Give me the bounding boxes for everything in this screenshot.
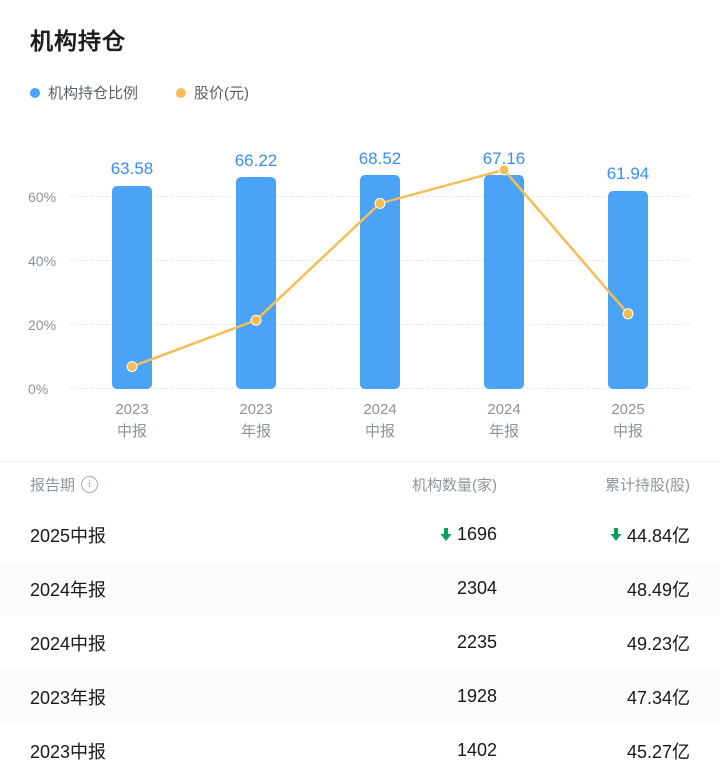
- y-axis-tick-label: 40%: [28, 253, 57, 269]
- holdings-bar[interactable]: [236, 177, 276, 389]
- bar-column: 63.58: [70, 149, 194, 389]
- holdings-bar[interactable]: [360, 175, 400, 389]
- legend: 机构持仓比例 股价(元): [0, 56, 720, 103]
- x-axis-label: 2024 年报: [487, 401, 521, 440]
- report-period-cell: 2023中报: [30, 741, 107, 762]
- legend-dot-icon: [176, 87, 187, 98]
- report-period-cell: 2024中报: [30, 633, 107, 654]
- y-axis-tick-label: 20%: [28, 317, 57, 333]
- institution-count-cell: 2235: [456, 632, 497, 652]
- bar-column: 68.52: [318, 149, 442, 389]
- institution-count-cell: 2304: [456, 578, 497, 598]
- institution-count-cell: 1928: [456, 686, 497, 706]
- legend-dot-icon: [30, 87, 40, 98]
- legend-item-label: 股价(元): [194, 85, 250, 102]
- cumulative-shares-cell: 48.49亿: [626, 579, 690, 600]
- info-icon[interactable]: i: [81, 476, 99, 493]
- chart-plot: 0% 20% 40% 60% 63.58 66.22 68.52 67.16 61.94: [28, 149, 690, 396]
- bar-value-label: 66.22: [234, 150, 278, 170]
- legend-item-0[interactable]: 机构持仓比例: [30, 82, 138, 103]
- table-header-period: 报告期 i: [30, 474, 297, 495]
- bar-value-label: 67.16: [482, 149, 526, 168]
- report-period-cell: 2024年报: [30, 579, 107, 600]
- table-header-row: 报告期 i 机构数量(家) 累计持股(股): [0, 462, 720, 508]
- x-axis-label: 2023 中报: [115, 401, 149, 440]
- cumulative-shares-cell: 47.34亿: [626, 687, 690, 708]
- x-axis-label: 2025 中报: [611, 401, 645, 440]
- x-axis-label: 2023 年报: [239, 401, 273, 440]
- bar-value-label: 63.58: [110, 159, 154, 179]
- holdings-bar[interactable]: [112, 185, 152, 389]
- cumulative-shares-cell: 49.23亿: [626, 633, 690, 654]
- holdings-bar[interactable]: [608, 190, 648, 389]
- cumulative-shares-cell: 44.84亿: [497, 522, 690, 548]
- report-table: 报告期 i 机构数量(家) 累计持股(股) 2025中报 1696 44.84亿 20…: [0, 460, 720, 774]
- bar-column: 61.94: [566, 149, 690, 389]
- y-axis-tick-label: 0%: [28, 381, 49, 397]
- table-header-period-label: 报告期: [30, 477, 76, 494]
- holdings-bar[interactable]: [484, 175, 524, 389]
- bar-column: 66.22: [194, 149, 318, 389]
- legend-item-1[interactable]: 股价(元): [176, 82, 249, 103]
- page-title: 机构持仓: [30, 28, 126, 54]
- table-row[interactable]: 2023年报 1928 47.34亿: [0, 669, 720, 724]
- table-header-count: 机构数量(家): [412, 477, 497, 494]
- bar-column: 67.16: [442, 149, 566, 389]
- cumulative-shares-cell: 45.27亿: [626, 741, 690, 762]
- report-period-cell: 2023年报: [30, 687, 107, 708]
- bar-value-label: 61.94: [606, 164, 650, 184]
- y-axis-tick-label: 60%: [28, 189, 57, 205]
- holdings-chart: 0% 20% 40% 60% 63.58 66.22 68.52 67.16 61.94 202…: [28, 149, 690, 443]
- table-row[interactable]: 2024年报 2304 48.49亿: [0, 561, 720, 616]
- x-axis-labels: 2023 中报 2023 年报 2024 中报 2024 年报 2025 中报: [70, 399, 690, 443]
- institution-count-cell: 1402: [456, 740, 497, 760]
- institution-count-cell: 1696: [297, 524, 497, 545]
- down-arrow-icon: [610, 528, 622, 541]
- bar-columns: 63.58 66.22 68.52 67.16 61.94: [70, 149, 690, 389]
- table-body: 2025中报 1696 44.84亿 2024年报 2304 48.49亿 2024中报 22…: [0, 508, 720, 774]
- table-row[interactable]: 2025中报 1696 44.84亿: [0, 508, 720, 562]
- down-arrow-icon: [440, 528, 452, 541]
- header: 机构持仓: [0, 0, 720, 56]
- report-period-cell: 2025中报: [30, 525, 107, 546]
- x-axis-label: 2024 中报: [363, 401, 397, 440]
- table-row[interactable]: 2023中报 1402 45.27亿: [0, 724, 720, 774]
- table-header-shares: 累计持股(股): [605, 477, 690, 494]
- legend-item-label: 机构持仓比例: [48, 85, 139, 102]
- bar-value-label: 68.52: [358, 149, 402, 168]
- table-row[interactable]: 2024中报 2235 49.23亿: [0, 616, 720, 670]
